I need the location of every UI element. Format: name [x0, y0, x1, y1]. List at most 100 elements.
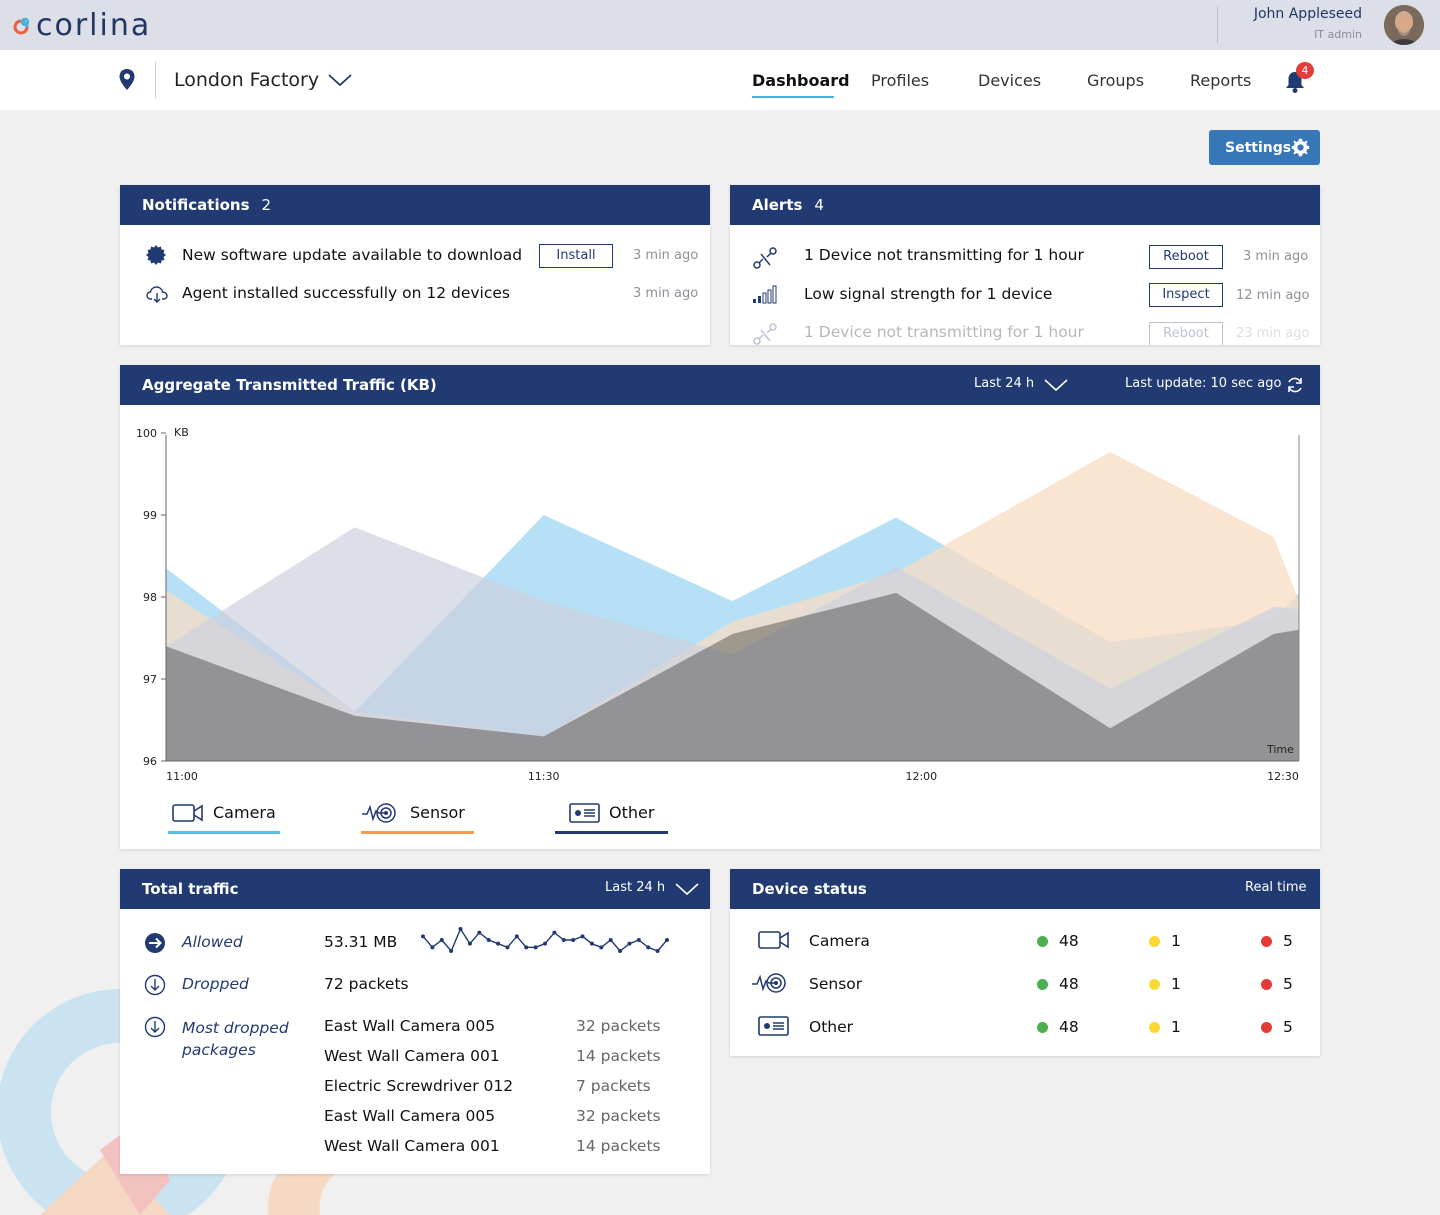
x-axis-label: Time — [1267, 743, 1294, 756]
legend-sensor[interactable]: Sensor — [361, 800, 474, 834]
nav-groups[interactable]: Groups — [1087, 71, 1145, 90]
sparkline-point — [486, 938, 491, 942]
alert-text: Low signal strength for 1 device — [804, 285, 1053, 303]
legend-camera[interactable]: Camera — [168, 800, 280, 834]
real-time-label: Real time — [1245, 880, 1307, 895]
status-warn-dot — [1149, 936, 1160, 947]
y-tick-label: 97 — [143, 673, 157, 686]
arrow-down-circle-icon — [144, 974, 166, 996]
status-warn-count: 1 — [1171, 1018, 1181, 1036]
notification-time: 3 min ago — [633, 248, 699, 263]
alerts-card: Alerts 4 1 Device not transmitting for 1… — [730, 185, 1320, 345]
last-update-text: Last update: 10 sec ago — [1125, 376, 1282, 391]
id-card-icon — [758, 1016, 789, 1036]
status-ok-dot — [1037, 979, 1048, 990]
sparkline-point — [449, 949, 454, 953]
location-selector[interactable]: London Factory — [174, 69, 320, 91]
alert-text: 1 Device not transmitting for 1 hour — [804, 246, 1084, 264]
sparkline-point — [458, 927, 463, 931]
status-error-dot — [1261, 979, 1272, 990]
dropped-device-name: East Wall Camera 005 — [324, 1017, 496, 1035]
area-series-total — [166, 592, 1299, 761]
most-dropped-label: Most dropped packages — [182, 1019, 289, 1059]
allowed-sparkline — [421, 927, 669, 953]
top-bar: corlina John Appleseed IT admin — [0, 0, 1440, 50]
legend-other[interactable]: Other — [555, 800, 668, 834]
dropped-device-count: 7 packets — [576, 1077, 651, 1095]
sparkline-point — [439, 938, 444, 942]
sparkline-point — [421, 934, 425, 939]
allowed-value: 53.31 MB — [324, 933, 398, 951]
nav-devices[interactable]: Devices — [978, 71, 1042, 90]
nav-dashboard[interactable]: Dashboard — [752, 71, 850, 90]
alerts-count: 4 — [814, 196, 824, 214]
inspect-button[interactable]: Inspect — [1149, 283, 1223, 307]
range-selector[interactable]: Last 24 h — [974, 376, 1035, 391]
status-error-dot — [1261, 1022, 1272, 1033]
install-button[interactable]: Install — [539, 244, 613, 268]
notifications-title: Notifications — [142, 196, 250, 214]
sensor-icon — [752, 973, 786, 993]
dropped-device-count: 14 packets — [576, 1047, 661, 1065]
sparkline-point — [618, 949, 623, 953]
y-tick-label: 99 — [143, 509, 157, 522]
notifications-card: Notifications 2 New software update avai… — [120, 185, 710, 345]
traffic-chart-header: Aggregate Transmitted Traffic (KB) Last … — [120, 365, 1320, 405]
device-type-name: Camera — [809, 932, 870, 950]
sparkline-point — [655, 949, 660, 953]
dropped-device-count: 32 packets — [576, 1017, 661, 1035]
reboot-button[interactable]: Reboot — [1149, 322, 1223, 345]
location-divider — [155, 62, 156, 98]
total-traffic-card: Total traffic Last 24 h Allowed 53.31 MB… — [120, 869, 710, 1174]
sparkline-point — [533, 945, 538, 950]
legend-color-bar — [168, 831, 280, 834]
sparkline-point — [636, 938, 641, 942]
dropped-label: Dropped — [182, 975, 249, 993]
user-divider — [1217, 7, 1218, 43]
sparkline-point — [430, 945, 435, 950]
alerts-title: Alerts — [752, 196, 803, 214]
allowed-label: Allowed — [182, 933, 243, 951]
legend-label: Sensor — [410, 803, 465, 822]
status-ok-count: 48 — [1059, 1018, 1079, 1036]
sensor-icon — [362, 803, 396, 823]
chevron-down-icon[interactable] — [674, 881, 700, 897]
traffic-chart-title: Aggregate Transmitted Traffic (KB) — [142, 376, 437, 394]
status-warn-count: 1 — [1171, 932, 1181, 950]
chevron-down-icon[interactable] — [1043, 377, 1069, 393]
settings-button[interactable]: Settings — [1209, 130, 1320, 165]
location-pin-icon — [119, 69, 135, 90]
chevron-down-icon[interactable] — [327, 72, 353, 88]
reboot-button[interactable]: Reboot — [1149, 245, 1223, 269]
brand-logo[interactable]: corlina — [12, 8, 151, 43]
nav-bar — [0, 50, 1440, 110]
status-warn-dot — [1149, 979, 1160, 990]
device-type-name: Other — [809, 1018, 854, 1036]
logo-mark-icon — [13, 17, 30, 34]
range-selector[interactable]: Last 24 h — [605, 880, 666, 895]
nav-reports[interactable]: Reports — [1190, 71, 1252, 90]
arrow-down-circle-icon — [144, 1016, 166, 1038]
sparkline-point — [646, 945, 651, 950]
user-name[interactable]: John Appleseed — [1253, 6, 1362, 22]
notifications-header: Notifications 2 — [120, 185, 710, 225]
total-traffic-header: Total traffic Last 24 h — [120, 869, 710, 909]
signal-icon — [753, 285, 777, 304]
device-status-card: Device status Real time Camera 48 1 5 Se… — [730, 869, 1320, 1056]
sparkline-point — [467, 941, 472, 946]
sparkline-point — [608, 938, 613, 942]
dropped-device-count: 14 packets — [576, 1137, 661, 1155]
nav-active-indicator — [752, 96, 834, 98]
brand-name: corlina — [36, 8, 152, 43]
cloud-download-icon — [146, 286, 168, 303]
legend-color-bar — [361, 831, 474, 834]
status-warn-dot — [1149, 1022, 1160, 1033]
sparkline-point — [627, 941, 632, 946]
status-ok-count: 48 — [1059, 932, 1079, 950]
avatar[interactable] — [1384, 5, 1424, 45]
refresh-icon[interactable] — [1286, 376, 1304, 394]
nav-profiles[interactable]: Profiles — [871, 71, 930, 90]
status-ok-count: 48 — [1059, 975, 1079, 993]
sparkline-point — [665, 938, 669, 942]
sparkline-point — [496, 941, 501, 946]
